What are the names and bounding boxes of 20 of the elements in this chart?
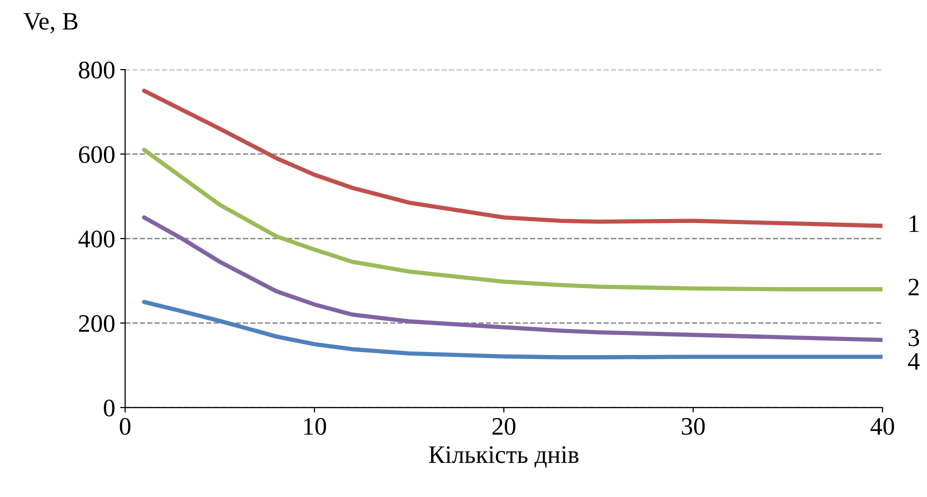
y-tick-label: 600 (78, 146, 114, 163)
line-series (142, 215, 883, 342)
line-series (142, 148, 883, 292)
x-tick-label: 40 (870, 418, 894, 435)
x-axis-title: Кількість днів (428, 446, 579, 468)
y-tick-label: 0 (104, 400, 114, 416)
y-axis-title: Ve, В (23, 13, 78, 34)
series-label: 4 (908, 353, 920, 370)
series-label: 2 (908, 278, 919, 296)
x-tick-label: 30 (682, 418, 705, 435)
x-tick-label: 0 (120, 418, 130, 435)
line-series (142, 88, 883, 228)
x-tick-label: 10 (304, 418, 326, 435)
line-series (142, 300, 883, 360)
series-label: 1 (910, 215, 919, 232)
series-label: 3 (908, 329, 920, 346)
x-tick-label: 20 (492, 418, 516, 435)
y-tick-label: 200 (79, 315, 114, 332)
y-tick-label: 800 (78, 62, 114, 78)
y-tick-label: 400 (78, 230, 114, 248)
